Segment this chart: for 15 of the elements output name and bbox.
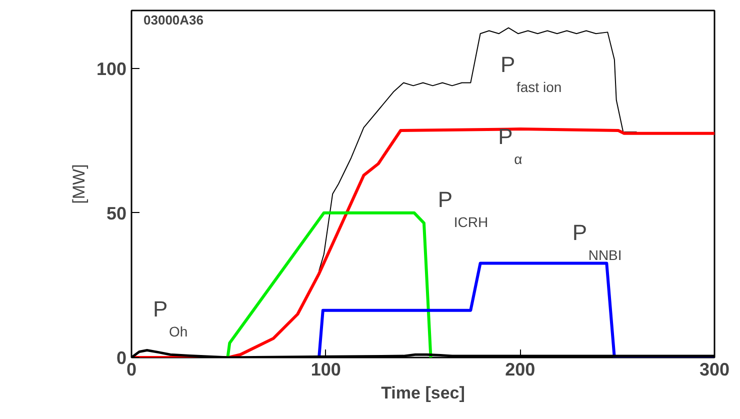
series-label: Pfast ion <box>500 52 562 95</box>
series-label: PICRH <box>438 186 488 230</box>
x-tick-label: 100 <box>310 360 341 380</box>
x-axis-title: Time [sec] <box>381 384 465 402</box>
x-tick-label: 300 <box>699 360 730 380</box>
x-tick-label: 200 <box>505 360 536 380</box>
y-tick-label: 50 <box>106 203 127 224</box>
series-label: Pα <box>498 124 522 168</box>
line-series <box>318 27 638 272</box>
series-label: POh <box>153 296 188 340</box>
y-tick-label: 100 <box>96 58 127 79</box>
y-axis-title: [MW] <box>69 164 88 204</box>
line-series <box>226 211 432 358</box>
annotation: 03000A36 <box>144 12 204 28</box>
series-label: PNNBI <box>572 220 622 264</box>
